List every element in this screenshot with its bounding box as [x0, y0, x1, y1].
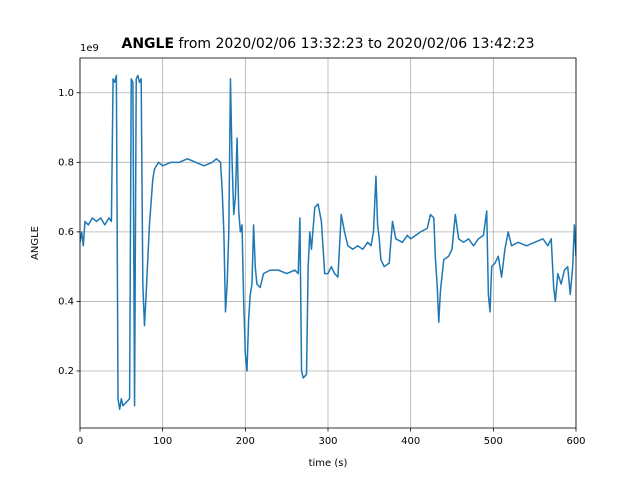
y-axis-label: ANGLE [30, 226, 41, 260]
x-tick-label: 0 [77, 436, 83, 447]
x-tick-label: 100 [153, 436, 172, 447]
x-tick-label: 500 [484, 436, 503, 447]
y-tick-label: 0.8 [58, 157, 74, 168]
y-offset-label: 1e9 [80, 43, 99, 54]
chart-title: ANGLE from 2020/02/06 13:32:23 to 2020/0… [121, 36, 534, 52]
y-tick-label: 0.4 [58, 296, 74, 307]
plot-frame [79, 57, 577, 429]
x-tick-label: 400 [401, 436, 420, 447]
x-tick-label: 600 [566, 436, 585, 447]
title-bold: ANGLE [121, 36, 174, 52]
x-axis-label: time (s) [309, 458, 348, 469]
x-tick-label: 200 [236, 436, 255, 447]
y-tick-label: 0.2 [58, 366, 74, 377]
data-line [80, 74, 576, 410]
x-tick-label: 300 [318, 436, 337, 447]
y-tick-label: 0.6 [58, 227, 74, 238]
y-tick-label: 1.0 [58, 88, 74, 99]
title-rest: from 2020/02/06 13:32:23 to 2020/02/06 1… [178, 36, 534, 52]
